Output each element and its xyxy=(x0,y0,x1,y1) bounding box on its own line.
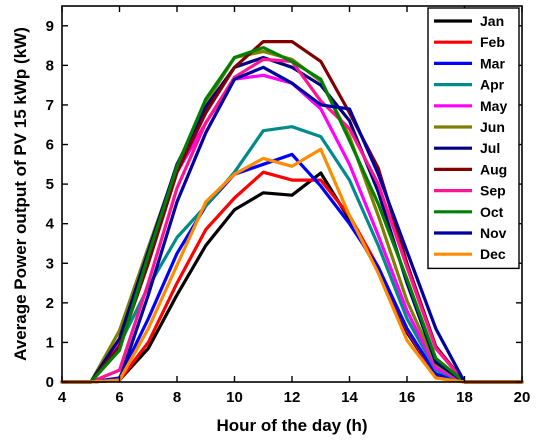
legend-label: Nov xyxy=(480,225,507,241)
x-tick-label: 20 xyxy=(514,389,531,406)
y-tick-label: 9 xyxy=(46,18,54,35)
y-tick-label: 4 xyxy=(46,216,55,233)
x-tick-label: 16 xyxy=(399,389,416,406)
y-tick-label: 1 xyxy=(46,334,54,351)
legend-label: Aug xyxy=(480,161,507,177)
legend-label: Sep xyxy=(480,183,506,199)
legend-label: Jun xyxy=(480,119,505,135)
legend-label: Dec xyxy=(480,246,506,262)
y-tick-label: 3 xyxy=(46,255,54,272)
y-tick-label: 0 xyxy=(46,374,54,391)
legend: Jan Feb Mar Apr May Jun Jul Aug Sep Oct Nov Dec xyxy=(428,8,519,268)
y-tick-label: 8 xyxy=(46,57,54,74)
y-axis-title: Average Power output of PV 15 kWp (kW) xyxy=(11,27,30,361)
legend-label: Mar xyxy=(480,55,505,71)
legend-label: Feb xyxy=(480,34,505,50)
legend-label: Jan xyxy=(480,13,504,29)
legend-label: May xyxy=(480,98,507,114)
x-tick-label: 14 xyxy=(341,389,358,406)
x-tick-label: 18 xyxy=(456,389,473,406)
legend-label: Jul xyxy=(480,140,500,156)
x-axis-title: Hour of the day (h) xyxy=(216,416,367,435)
y-tick-label: 6 xyxy=(46,137,54,154)
y-tick-label: 2 xyxy=(46,295,54,312)
y-tick-label: 7 xyxy=(46,97,54,114)
x-tick-label: 10 xyxy=(226,389,243,406)
x-tick-label: 12 xyxy=(284,389,301,406)
x-tick-label: 4 xyxy=(58,389,67,406)
legend-label: Oct xyxy=(480,204,504,220)
legend-label: Apr xyxy=(480,77,505,93)
x-tick-label: 8 xyxy=(173,389,181,406)
x-tick-label: 6 xyxy=(115,389,123,406)
y-tick-label: 5 xyxy=(46,176,54,193)
